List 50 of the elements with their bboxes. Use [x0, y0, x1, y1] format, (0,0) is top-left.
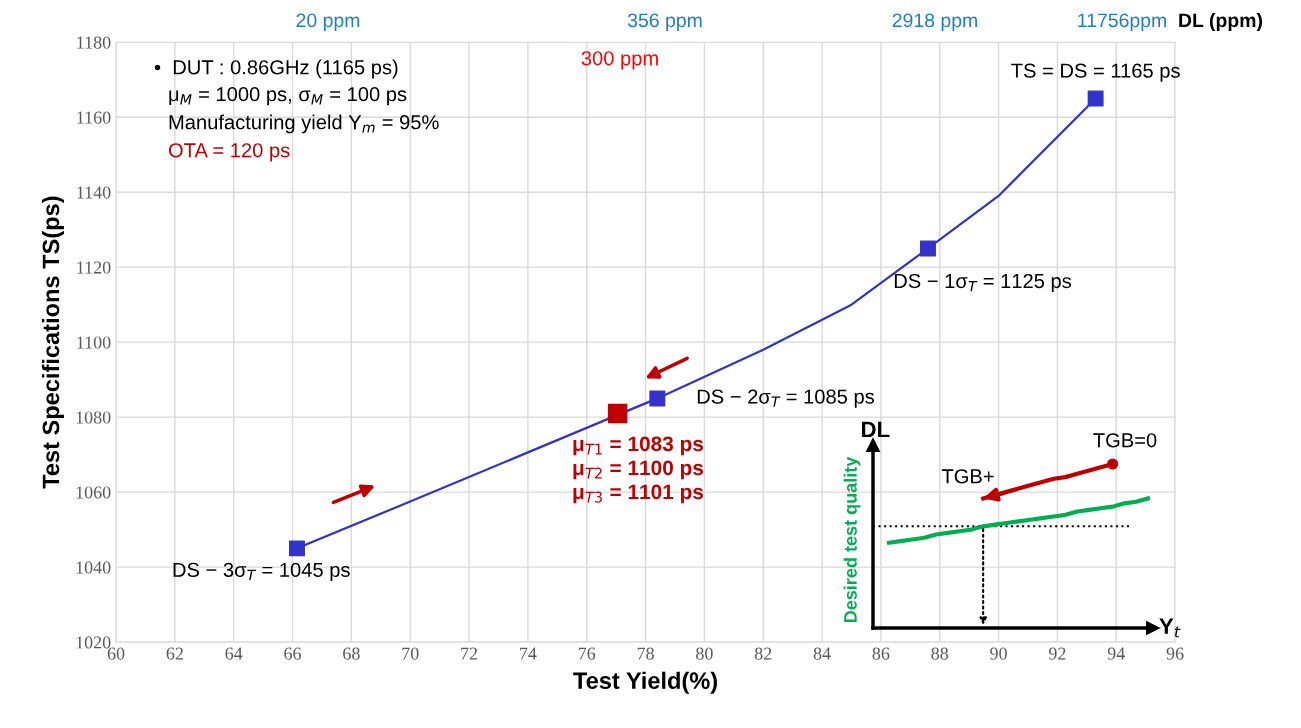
y-axis-title: Test Specifications TS(ps)	[41, 196, 64, 489]
x-tick-label: 96	[1166, 647, 1184, 660]
x-tick-label: 68	[343, 647, 360, 660]
x-axis-title: Y$_{t}$	[1159, 618, 1181, 638]
y-tick-label: 1020	[76, 636, 111, 649]
text: 356 ppm	[627, 13, 702, 32]
x-tick-label: 94	[1107, 647, 1125, 660]
annotation: 300 ppm	[581, 51, 658, 70]
annotation: DS − 3σ$_{T}$ = 1045 ps	[173, 562, 350, 581]
x-tick-label: 62	[166, 647, 183, 660]
annotation: TGB+	[941, 469, 994, 484]
annotation: DS − 1σ$_{T}$ = 1125 ps	[894, 273, 1072, 293]
x-tick-label: 88	[931, 647, 949, 660]
x-tick-label: 90	[990, 647, 1007, 660]
y-tick-label: 1160	[77, 111, 111, 124]
text: μ$_{T1}$ = 1083 ps μ$_{T2}$ = 1100 ps μ$_{T3}$ = 1101 ps	[573, 436, 704, 504]
x-tick-label: 70	[402, 647, 419, 660]
x-tick-label: 80	[696, 647, 713, 660]
annotation: μ$_{M}$ = 1000 ps, σ$_{M}$ = 100 ps	[169, 87, 407, 106]
y-tick-label: 1140	[77, 186, 111, 199]
annotation: DS − 2σ$_{T}$ = 1085 ps	[697, 389, 875, 408]
annotation: TS = DS = 1165 ps	[1011, 63, 1180, 82]
text: 20 ppm	[296, 13, 360, 32]
x-tick-label: 60	[107, 647, 125, 660]
x-tick-label: 72	[461, 647, 478, 660]
x-tick-label: 78	[637, 647, 654, 660]
x-tick-label: 64	[225, 647, 243, 660]
x-tick-label: 76	[578, 647, 596, 660]
text: 2918 ppm	[892, 13, 977, 32]
x-tick-label: 86	[872, 647, 890, 660]
y-tick-label: 1060	[76, 486, 111, 499]
y-tick-label: 1120	[77, 261, 111, 274]
text: DL (ppm)	[1179, 12, 1263, 32]
y-tick-label: 1080	[76, 411, 111, 424]
annotation: • DUT : 0.86GHz (1165 ps)	[154, 59, 398, 79]
x-tick-label: 84	[813, 647, 831, 660]
x-tick-label: 74	[520, 647, 537, 660]
annotation: Manufacturing yield Y$_{m}$ = 95%	[169, 114, 439, 134]
text: Desired test quality	[843, 456, 861, 623]
y-tick-label: 1180	[77, 36, 111, 49]
text: 11756ppm	[1078, 13, 1166, 32]
x-tick-label: 92	[1048, 647, 1066, 660]
annotation: OTA = 120 ps	[168, 143, 290, 162]
y-tick-label: 1040	[76, 561, 111, 574]
x-tick-label: 82	[754, 647, 772, 660]
annotation: TGB=0	[1093, 433, 1157, 448]
y-axis-title: DL	[862, 421, 890, 438]
x-axis-title: Test Yield(%)	[573, 671, 717, 694]
x-tick-label: 66	[284, 647, 302, 660]
y-tick-label: 1100	[77, 336, 111, 349]
